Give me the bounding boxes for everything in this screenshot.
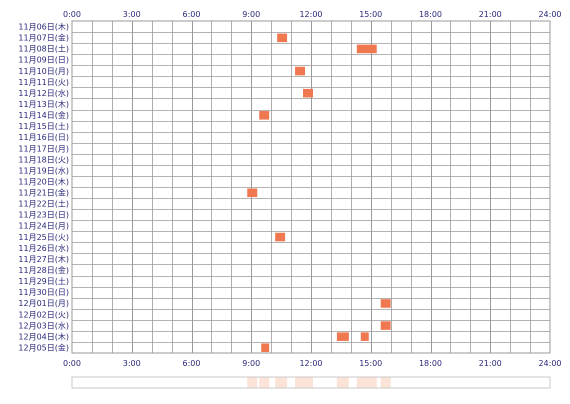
row-label: 11月30日(日) xyxy=(18,288,69,297)
row-label: 11月22日(土) xyxy=(18,199,69,209)
row-label: 11月15日(土) xyxy=(18,121,69,131)
x-tick-label-top: 15:00 xyxy=(359,10,382,19)
x-tick-label-bottom: 21:00 xyxy=(479,359,502,368)
row-label: 11月12日(水) xyxy=(18,88,69,98)
row-label: 11月17日(月) xyxy=(18,144,69,153)
row-label: 11月16日(日) xyxy=(18,133,69,142)
row-label: 11月13日(木) xyxy=(18,99,69,109)
row-label: 12月04日(木) xyxy=(18,331,69,341)
activity-bar xyxy=(303,88,313,98)
row-label: 12月02日(火) xyxy=(18,310,69,319)
activity-bar xyxy=(259,111,270,120)
row-label: 11月06日(木) xyxy=(18,22,69,32)
row-label: 12月05日(金) xyxy=(18,342,69,352)
x-tick-label-top: 18:00 xyxy=(419,10,442,19)
row-label: 11月21日(金) xyxy=(18,188,69,198)
row-label: 11月09日(日) xyxy=(18,56,69,65)
row-label: 11月24日(月) xyxy=(18,222,69,231)
summary-segment xyxy=(356,377,377,388)
activity-bar xyxy=(247,188,258,198)
x-tick-label-bottom: 0:00 xyxy=(63,359,81,368)
activity-bar xyxy=(295,66,306,76)
row-label: 11月18日(火) xyxy=(18,155,69,164)
summary-segment xyxy=(295,377,313,388)
x-tick-label-bottom: 18:00 xyxy=(419,359,442,368)
row-label: 11月07日(金) xyxy=(18,33,69,43)
summary-segment xyxy=(259,377,270,388)
x-tick-label-top: 0:00 xyxy=(63,10,81,19)
summary-segment xyxy=(336,377,349,388)
row-label: 11月28日(金) xyxy=(18,265,69,275)
activity-bar xyxy=(336,332,349,341)
row-label: 11月20日(木) xyxy=(18,176,69,186)
activity-bar xyxy=(261,343,270,352)
row-label: 11月11日(火) xyxy=(18,78,69,87)
x-tick-label-bottom: 9:00 xyxy=(242,359,260,368)
row-label: 11月14日(金) xyxy=(18,110,69,120)
summary-segment xyxy=(247,377,258,388)
row-label: 12月03日(水) xyxy=(18,320,69,330)
row-label: 12月01日(月) xyxy=(18,299,69,308)
summary-segment xyxy=(380,377,391,388)
x-tick-label-top: 12:00 xyxy=(299,10,322,19)
row-label: 11月10日(月) xyxy=(18,67,69,76)
activity-bar xyxy=(380,299,391,308)
row-label: 11月26日(水) xyxy=(18,243,69,253)
x-tick-label-top: 3:00 xyxy=(123,10,141,19)
x-tick-label-bottom: 15:00 xyxy=(359,359,382,368)
x-tick-label-top: 6:00 xyxy=(183,10,201,19)
x-tick-label-bottom: 24:00 xyxy=(538,359,561,368)
x-tick-label-top: 24:00 xyxy=(538,10,561,19)
summary-segment xyxy=(275,377,288,388)
row-label: 11月08日(土) xyxy=(18,44,69,54)
activity-bar xyxy=(380,321,391,330)
row-label: 11月19日(水) xyxy=(18,165,69,175)
row-label: 11月23日(日) xyxy=(18,211,69,220)
activity-bar xyxy=(275,232,286,242)
row-label: 11月25日(火) xyxy=(18,233,69,242)
activity-bar xyxy=(360,332,369,341)
row-label: 11月27日(木) xyxy=(18,254,69,264)
row-label: 11月29日(土) xyxy=(18,276,69,286)
x-tick-label-top: 9:00 xyxy=(242,10,260,19)
x-tick-label-bottom: 6:00 xyxy=(183,359,201,368)
x-tick-label-bottom: 3:00 xyxy=(123,359,141,368)
activity-bar xyxy=(277,33,288,43)
activity-bar xyxy=(356,44,377,54)
x-tick-label-top: 21:00 xyxy=(479,10,502,19)
x-tick-label-bottom: 12:00 xyxy=(299,359,322,368)
